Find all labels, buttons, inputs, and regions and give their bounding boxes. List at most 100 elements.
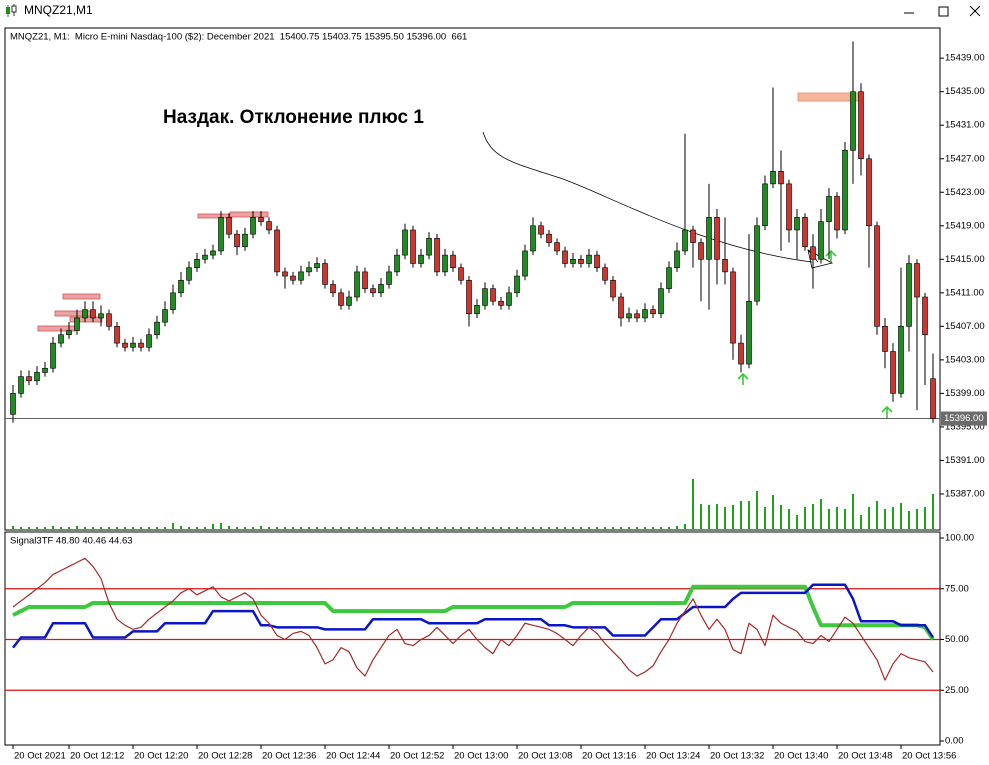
volume-bar	[652, 527, 654, 529]
candle-body	[258, 217, 264, 222]
volume-bar	[228, 526, 230, 529]
candle-body	[690, 229, 696, 243]
candle-body	[778, 171, 784, 185]
candle-body	[842, 150, 848, 231]
volume-bar	[524, 527, 526, 529]
candle-body	[634, 313, 640, 319]
candle-body	[826, 196, 832, 222]
candle-body	[882, 326, 888, 352]
candle-body	[746, 300, 752, 365]
candle-body	[898, 326, 904, 394]
maximize-button[interactable]	[938, 6, 949, 17]
candle-body	[178, 279, 184, 294]
candle-body	[74, 317, 80, 331]
candle-body	[42, 367, 48, 373]
volume-bar	[708, 505, 710, 529]
candle-body	[874, 225, 880, 327]
volume-bar	[868, 507, 870, 529]
title-icon	[6, 4, 17, 17]
volume-bar	[684, 524, 686, 529]
volume-bar	[404, 527, 406, 529]
candle-body	[26, 376, 32, 382]
candle-body	[546, 233, 552, 243]
candle-body	[890, 351, 896, 394]
candle-body	[674, 250, 680, 268]
x-tick-label: 20 Oct 12:36	[262, 751, 316, 762]
volume-bar	[564, 527, 566, 529]
volume-bar	[628, 527, 630, 529]
volume-bar	[148, 527, 150, 529]
x-tick-label: 20 Oct 13:08	[518, 751, 572, 762]
candle-body	[90, 309, 96, 319]
indicator-header: Signal3TF 48.80 40.46 44.63	[10, 536, 133, 547]
candle-body	[626, 313, 632, 319]
volume-bar	[28, 527, 30, 529]
current-price-box	[941, 411, 987, 426]
candle-body	[802, 217, 808, 248]
volume-bar	[932, 494, 934, 529]
candle-body	[682, 229, 688, 252]
volume-bar	[644, 527, 646, 529]
volume-bar	[196, 527, 198, 529]
y-tick-label: 25.00	[945, 685, 969, 696]
close-button[interactable]	[969, 5, 981, 17]
volume-bar	[292, 527, 294, 529]
candle-body	[762, 183, 768, 227]
y-tick-label: 15431.00	[945, 120, 985, 131]
candle-body	[10, 393, 16, 415]
volume-bar	[580, 527, 582, 529]
volume-bar	[748, 501, 750, 529]
candle-body	[226, 217, 232, 235]
volume-bar	[756, 491, 758, 529]
volume-bar	[876, 501, 878, 529]
volume-bar	[260, 526, 262, 529]
volume-bar	[220, 523, 222, 529]
volume-bar	[844, 509, 846, 529]
candle-body	[378, 284, 384, 294]
volume-bar	[380, 527, 382, 529]
candle-body	[594, 254, 600, 268]
volume-bar	[676, 526, 678, 529]
volume-bar	[236, 527, 238, 529]
candle-body	[18, 376, 24, 394]
volume-bar	[116, 527, 118, 529]
volume-bar	[692, 479, 694, 529]
y-tick-label: 15423.00	[945, 187, 985, 198]
candle-body	[154, 321, 160, 336]
volume-bar	[156, 527, 158, 529]
volume-bar	[12, 526, 14, 529]
volume-bar	[476, 527, 478, 529]
volume-bar	[500, 527, 502, 529]
y-tick-label: 15427.00	[945, 153, 985, 164]
volume-bar	[420, 527, 422, 529]
x-tick-label: 20 Oct 12:28	[198, 751, 252, 762]
candle-body	[538, 225, 544, 235]
candle-body	[426, 238, 432, 256]
volume-bar	[884, 509, 886, 529]
volume-bar	[796, 515, 798, 529]
candle-body	[210, 250, 216, 256]
volume-bar	[100, 527, 102, 529]
candle-body	[442, 254, 448, 273]
candle-body	[314, 263, 320, 268]
candle-body	[850, 91, 856, 151]
candle-body	[522, 250, 528, 277]
volume-bar	[812, 504, 814, 529]
candle-body	[466, 279, 472, 315]
y-tick-label: 0.00	[945, 736, 964, 747]
volume-bar	[308, 527, 310, 529]
volume-bar	[740, 501, 742, 529]
volume-bar	[396, 527, 398, 529]
volume-bar	[572, 527, 574, 529]
candle-body	[186, 267, 192, 281]
candle-body	[138, 342, 144, 348]
candle-body	[306, 267, 312, 273]
candle-body	[754, 225, 760, 302]
x-tick-label: 20 Oct 13:24	[646, 751, 700, 762]
volume-bar	[780, 505, 782, 529]
candle-body	[602, 267, 608, 281]
volume-bar	[60, 527, 62, 529]
candle-body	[434, 238, 440, 273]
candle-body	[914, 263, 920, 298]
volume-bar	[468, 527, 470, 529]
